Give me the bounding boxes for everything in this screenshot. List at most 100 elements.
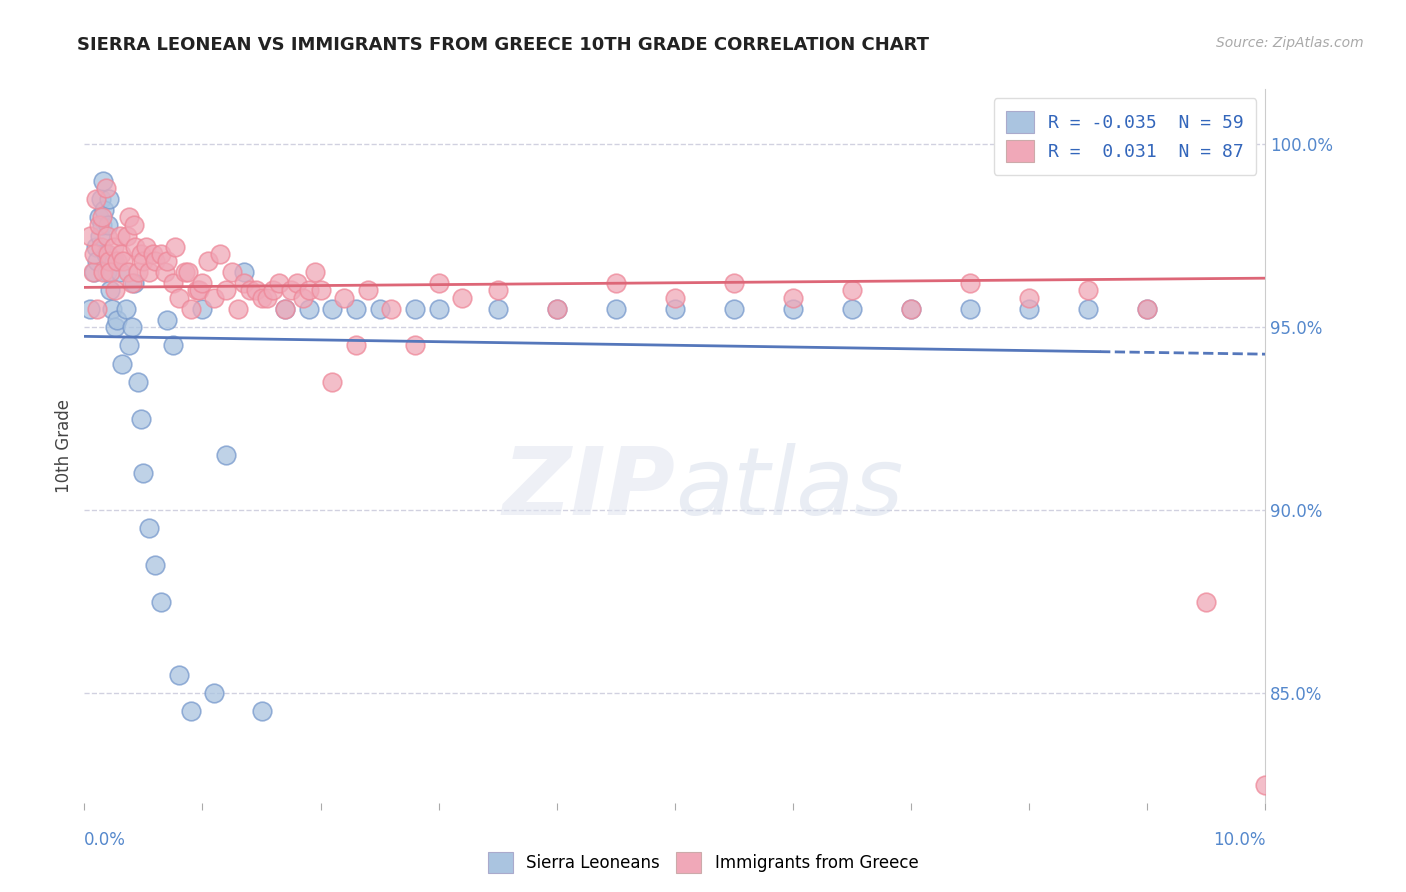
- Point: [104, 284, 127, 298]
- Point: [215, 448, 238, 462]
- Point: [274, 301, 297, 316]
- Point: [111, 357, 134, 371]
- Point: [321, 375, 343, 389]
- Point: [1195, 594, 1218, 608]
- Point: [256, 291, 278, 305]
- Point: [86, 254, 108, 268]
- Point: [122, 218, 145, 232]
- Point: [202, 686, 225, 700]
- Point: [269, 276, 291, 290]
- Point: [197, 254, 219, 268]
- Point: [333, 291, 356, 305]
- Point: [344, 338, 367, 352]
- Point: [427, 276, 450, 290]
- Point: [782, 301, 804, 316]
- Point: [82, 265, 104, 279]
- Legend: R = -0.035  N = 59, R =  0.031  N = 87: R = -0.035 N = 59, R = 0.031 N = 87: [994, 98, 1257, 175]
- Text: 0.0%: 0.0%: [84, 831, 127, 849]
- Text: 10.0%: 10.0%: [1213, 831, 1265, 849]
- Point: [309, 284, 332, 298]
- Point: [321, 301, 343, 316]
- Point: [89, 228, 111, 243]
- Point: [97, 247, 120, 261]
- Point: [112, 254, 135, 268]
- Point: [98, 284, 121, 298]
- Point: [98, 254, 121, 268]
- Point: [162, 276, 184, 290]
- Point: [138, 521, 160, 535]
- Point: [1077, 301, 1099, 316]
- Point: [1254, 777, 1277, 791]
- Point: [117, 265, 139, 279]
- Point: [135, 239, 157, 253]
- Point: [156, 312, 179, 326]
- Point: [114, 301, 136, 316]
- Point: [96, 228, 118, 243]
- Point: [404, 338, 426, 352]
- Point: [664, 291, 686, 305]
- Point: [232, 265, 254, 279]
- Point: [959, 276, 981, 290]
- Legend: Sierra Leoneans, Immigrants from Greece: Sierra Leoneans, Immigrants from Greece: [481, 846, 925, 880]
- Point: [187, 284, 209, 298]
- Point: [121, 320, 143, 334]
- Point: [107, 254, 129, 268]
- Point: [900, 301, 922, 316]
- Point: [167, 291, 190, 305]
- Point: [451, 291, 474, 305]
- Point: [129, 411, 152, 425]
- Point: [118, 211, 141, 225]
- Point: [98, 192, 121, 206]
- Point: [97, 218, 120, 232]
- Point: [91, 265, 114, 279]
- Point: [180, 704, 202, 718]
- Point: [107, 312, 129, 326]
- Point: [357, 284, 380, 298]
- Point: [202, 291, 225, 305]
- Point: [404, 301, 426, 316]
- Point: [84, 192, 107, 206]
- Text: atlas: atlas: [675, 443, 903, 534]
- Y-axis label: 10th Grade: 10th Grade: [55, 399, 73, 493]
- Point: [1018, 291, 1040, 305]
- Point: [1136, 301, 1159, 316]
- Point: [664, 301, 686, 316]
- Point: [122, 276, 145, 290]
- Point: [291, 291, 314, 305]
- Point: [262, 284, 284, 298]
- Text: Source: ZipAtlas.com: Source: ZipAtlas.com: [1216, 36, 1364, 50]
- Point: [115, 228, 138, 243]
- Point: [98, 265, 121, 279]
- Point: [380, 301, 402, 316]
- Point: [605, 276, 627, 290]
- Point: [1018, 301, 1040, 316]
- Point: [173, 265, 195, 279]
- Point: [127, 265, 149, 279]
- Point: [143, 254, 166, 268]
- Point: [304, 265, 326, 279]
- Point: [546, 301, 568, 316]
- Point: [221, 265, 243, 279]
- Point: [215, 284, 238, 298]
- Point: [83, 265, 105, 279]
- Point: [121, 276, 143, 290]
- Point: [124, 239, 146, 253]
- Point: [900, 301, 922, 316]
- Point: [368, 301, 391, 316]
- Point: [191, 301, 214, 316]
- Point: [1136, 301, 1159, 316]
- Point: [209, 247, 232, 261]
- Point: [605, 301, 627, 316]
- Point: [153, 265, 176, 279]
- Point: [226, 301, 249, 316]
- Point: [90, 192, 112, 206]
- Point: [427, 301, 450, 316]
- Point: [103, 239, 125, 253]
- Point: [841, 301, 863, 316]
- Point: [143, 558, 166, 572]
- Point: [142, 247, 165, 261]
- Point: [239, 284, 262, 298]
- Point: [723, 301, 745, 316]
- Point: [180, 301, 202, 316]
- Point: [86, 301, 108, 316]
